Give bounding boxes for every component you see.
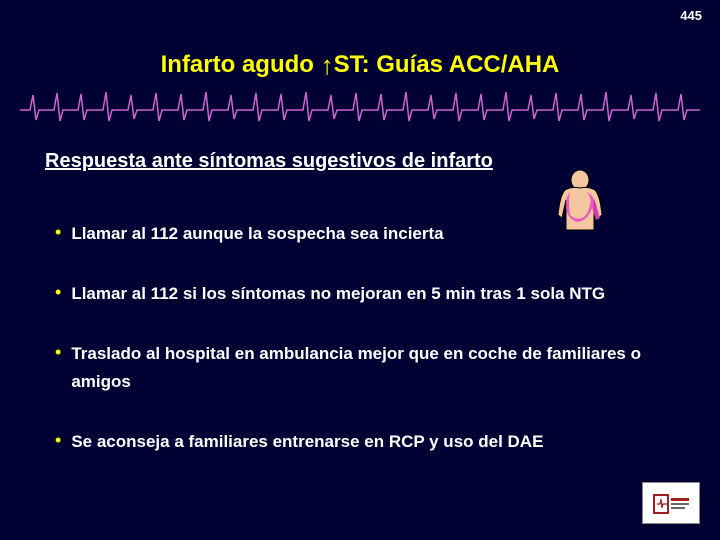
bullet-icon: • [55, 340, 61, 364]
bullet-icon: • [55, 280, 61, 304]
list-item: • Se aconseja a familiares entrenarse en… [55, 428, 675, 456]
bullet-text: Traslado al hospital en ambulancia mejor… [71, 340, 675, 396]
bullet-icon: • [55, 220, 61, 244]
ecg-waveform-icon [20, 85, 700, 125]
logo-icon [651, 488, 691, 518]
bullet-icon: • [55, 428, 61, 452]
list-item: • Llamar al 112 si los síntomas no mejor… [55, 280, 675, 308]
bullet-text: Se aconseja a familiares entrenarse en R… [71, 428, 543, 456]
title-prefix: Infarto agudo [161, 51, 321, 78]
footer-logo [642, 482, 700, 524]
bullet-text: Llamar al 112 si los síntomas no mejoran… [71, 280, 605, 308]
up-arrow-icon: ↑ [321, 50, 334, 81]
bullet-text: Llamar al 112 aunque la sospecha sea inc… [71, 220, 443, 248]
bullet-list: • Llamar al 112 aunque la sospecha sea i… [55, 220, 675, 488]
page-number: 445 [680, 8, 702, 23]
list-item: • Traslado al hospital en ambulancia mej… [55, 340, 675, 396]
slide-subtitle: Respuesta ante síntomas sugestivos de in… [45, 150, 493, 173]
slide-title: Infarto agudo ↑ST: Guías ACC/AHA [0, 50, 720, 81]
list-item: • Llamar al 112 aunque la sospecha sea i… [55, 220, 675, 248]
title-suffix: ST: Guías ACC/AHA [334, 51, 560, 78]
